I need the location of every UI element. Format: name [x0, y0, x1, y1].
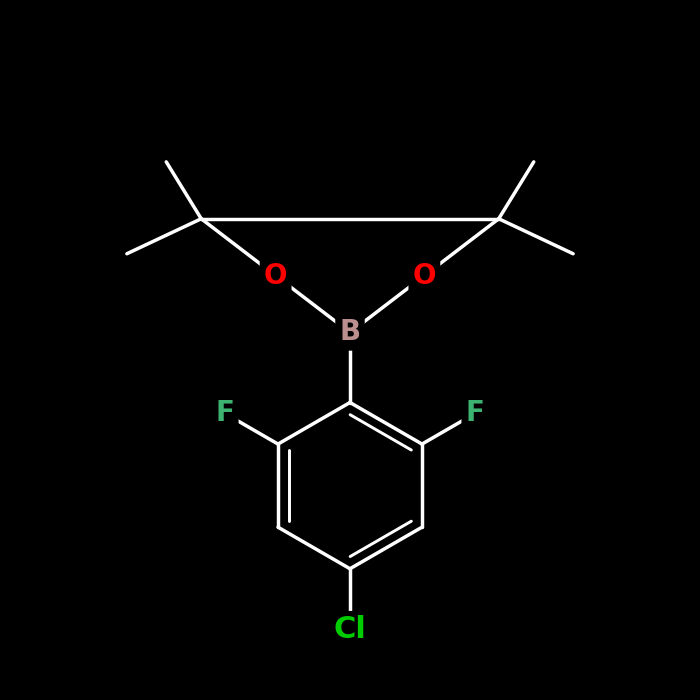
Text: F: F — [466, 400, 484, 428]
Text: O: O — [264, 262, 288, 290]
Text: F: F — [216, 400, 234, 428]
Text: Cl: Cl — [334, 615, 366, 645]
Text: B: B — [340, 318, 360, 346]
Text: O: O — [412, 262, 436, 290]
